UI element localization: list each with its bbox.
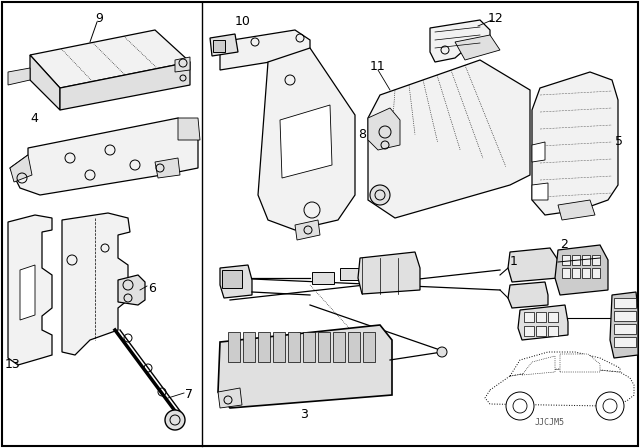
Text: 10: 10 [235, 15, 251, 28]
Bar [524, 312, 534, 322]
Circle shape [596, 392, 624, 420]
Polygon shape [220, 265, 252, 298]
Polygon shape [218, 388, 242, 408]
Polygon shape [430, 20, 490, 62]
Polygon shape [8, 215, 52, 365]
Text: 4: 4 [30, 112, 38, 125]
Polygon shape [280, 105, 332, 178]
Bar [524, 326, 534, 336]
Text: 6: 6 [148, 282, 156, 295]
Bar [572, 255, 580, 265]
Bar [548, 312, 558, 322]
Text: 3: 3 [300, 408, 308, 421]
Polygon shape [510, 352, 620, 376]
Bar [213, 40, 225, 52]
Polygon shape [555, 245, 608, 295]
Bar [562, 268, 570, 278]
Bar [312, 272, 334, 284]
Bar [572, 268, 580, 278]
Text: 8: 8 [358, 128, 366, 141]
Bar [614, 337, 636, 347]
Polygon shape [220, 30, 310, 70]
Bar [614, 324, 636, 334]
Polygon shape [178, 118, 200, 140]
Polygon shape [522, 356, 555, 375]
Polygon shape [30, 55, 60, 110]
Polygon shape [175, 57, 190, 72]
Circle shape [437, 347, 447, 357]
Polygon shape [532, 142, 545, 162]
Bar [368, 270, 390, 280]
Bar [303, 332, 315, 362]
Text: 7: 7 [185, 388, 193, 401]
Bar [582, 268, 590, 278]
Bar [592, 268, 600, 278]
Polygon shape [62, 213, 130, 355]
Polygon shape [218, 325, 392, 408]
Polygon shape [560, 354, 600, 372]
Polygon shape [10, 155, 32, 182]
Text: 12: 12 [488, 12, 504, 25]
Text: 2: 2 [560, 238, 568, 251]
Text: 5: 5 [615, 135, 623, 148]
Bar [228, 332, 240, 362]
Bar [243, 332, 255, 362]
Bar [592, 255, 600, 265]
Text: 1: 1 [510, 255, 518, 268]
Bar [536, 312, 546, 322]
Circle shape [506, 392, 534, 420]
Polygon shape [358, 252, 420, 294]
Text: JJCJM5: JJCJM5 [535, 418, 565, 427]
Bar [562, 255, 570, 265]
Bar [288, 332, 300, 362]
Polygon shape [485, 368, 634, 406]
Circle shape [165, 410, 185, 430]
Bar [348, 332, 360, 362]
Polygon shape [295, 220, 320, 240]
Polygon shape [368, 108, 400, 150]
Bar [582, 255, 590, 265]
Polygon shape [118, 275, 145, 305]
Bar [363, 332, 375, 362]
Polygon shape [518, 305, 568, 340]
Polygon shape [610, 292, 638, 358]
Polygon shape [210, 34, 238, 56]
Bar [258, 332, 270, 362]
Polygon shape [60, 62, 190, 110]
Bar [614, 311, 636, 321]
Polygon shape [258, 48, 355, 230]
Polygon shape [532, 72, 618, 215]
Polygon shape [455, 35, 500, 60]
Bar [333, 332, 345, 362]
Bar [222, 270, 242, 288]
Polygon shape [508, 282, 548, 308]
Text: 13: 13 [5, 358, 20, 371]
Bar [614, 298, 636, 308]
Circle shape [370, 185, 390, 205]
Polygon shape [155, 158, 180, 178]
Bar [273, 332, 285, 362]
Text: 9: 9 [95, 12, 103, 25]
Polygon shape [558, 200, 595, 220]
Polygon shape [10, 118, 198, 195]
Bar [536, 326, 546, 336]
Bar [340, 268, 362, 280]
Polygon shape [30, 30, 190, 88]
Polygon shape [8, 68, 30, 85]
Polygon shape [532, 183, 548, 200]
Text: 11: 11 [370, 60, 386, 73]
Bar [318, 332, 330, 362]
Polygon shape [20, 265, 35, 320]
Bar [548, 326, 558, 336]
Polygon shape [368, 60, 530, 218]
Polygon shape [508, 248, 558, 282]
